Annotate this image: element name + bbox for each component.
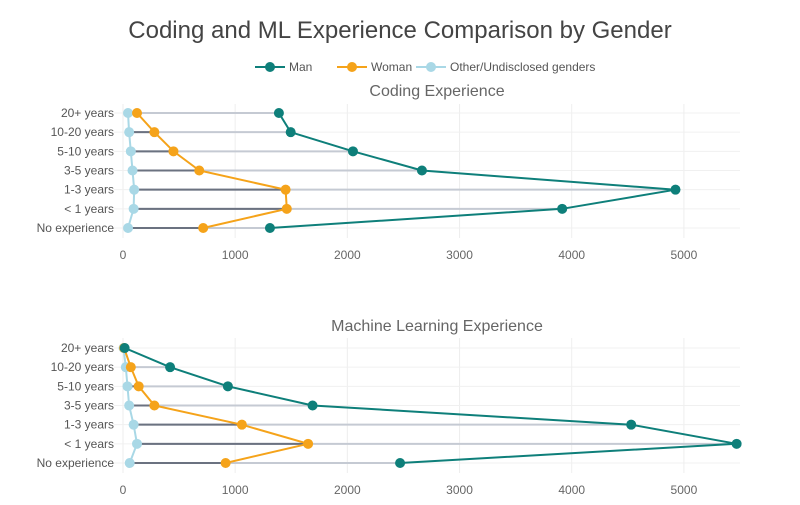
data-point[interactable] — [222, 381, 233, 392]
y-axis-categories: 20+ years 10-20 years 5-10 years 3-5 years 1… — [37, 106, 115, 235]
data-point[interactable] — [281, 203, 292, 214]
data-point[interactable] — [122, 381, 133, 392]
category-label: 5-10 years — [57, 144, 114, 158]
data-point[interactable] — [626, 419, 637, 430]
x-tick-label: 1000 — [222, 248, 249, 262]
data-point[interactable] — [124, 458, 135, 468]
data-point[interactable] — [119, 343, 130, 353]
x-tick-label: 2000 — [334, 483, 361, 497]
category-label: 1-3 years — [64, 418, 114, 432]
data-point[interactable] — [129, 184, 140, 195]
legend-marker — [265, 62, 275, 72]
category-label: < 1 years — [64, 437, 114, 451]
x-tick-label: 4000 — [558, 248, 585, 262]
data-point[interactable] — [194, 165, 205, 176]
x-tick-label: 3000 — [446, 248, 473, 262]
data-point[interactable] — [303, 438, 314, 449]
x-tick-label: 2000 — [334, 248, 361, 262]
category-label: 20+ years — [61, 106, 114, 120]
category-label: 1-3 years — [64, 183, 114, 197]
series-other-undisclosed-genders — [123, 108, 140, 233]
data-point[interactable] — [273, 108, 284, 118]
category-label: 20+ years — [61, 341, 114, 355]
data-point[interactable] — [123, 108, 134, 118]
chart-title: Coding and ML Experience Comparison by G… — [128, 17, 671, 44]
legend-marker — [347, 62, 357, 72]
data-point[interactable] — [280, 184, 291, 195]
x-axis-ticks: 0 1000 2000 3000 4000 5000 — [120, 248, 698, 262]
legend-item-man[interactable]: Man — [255, 60, 312, 74]
category-label: 3-5 years — [64, 164, 114, 178]
chart-panels: Coding Experience 0 1000 2000 3000 4000 5000 20… — [37, 83, 742, 497]
legend-label: Woman — [371, 60, 412, 74]
x-tick-label: 5000 — [671, 483, 698, 497]
legend-label: Other/Undisclosed genders — [450, 60, 595, 74]
data-point[interactable] — [557, 203, 568, 214]
data-point[interactable] — [165, 362, 176, 373]
data-point[interactable] — [127, 165, 138, 176]
legend-label: Man — [289, 60, 312, 74]
data-point[interactable] — [264, 223, 275, 233]
data-point[interactable] — [395, 458, 406, 468]
data-point[interactable] — [198, 223, 209, 233]
category-label: 3-5 years — [64, 399, 114, 413]
panel-coding-experience: Coding Experience 0 1000 2000 3000 4000 5000 20… — [37, 83, 740, 262]
category-label: No experience — [37, 221, 115, 235]
x-tick-label: 3000 — [446, 483, 473, 497]
data-point[interactable] — [307, 400, 318, 411]
x-axis-ticks: 0 1000 2000 3000 4000 5000 — [120, 483, 698, 497]
category-label: No experience — [37, 456, 115, 470]
data-point[interactable] — [128, 419, 139, 430]
category-label: 10-20 years — [51, 360, 114, 374]
data-point[interactable] — [123, 223, 134, 233]
data-point[interactable] — [149, 127, 160, 138]
data-point[interactable] — [416, 165, 427, 176]
data-point[interactable] — [236, 419, 247, 430]
legend-item-woman[interactable]: Woman — [337, 60, 412, 74]
x-tick-label: 0 — [120, 248, 127, 262]
connectors — [128, 112, 676, 229]
data-point[interactable] — [131, 108, 142, 118]
panel-machine-learning-experience: Machine Learning Experience 0 1000 2000 3000… — [37, 318, 742, 497]
data-point[interactable] — [670, 184, 681, 195]
data-point[interactable] — [124, 400, 135, 411]
data-point[interactable] — [347, 146, 358, 157]
category-label: 5-10 years — [57, 379, 114, 393]
data-point[interactable] — [128, 203, 139, 214]
series-man — [264, 108, 681, 233]
legend-item-other-undisclosed-genders[interactable]: Other/Undisclosed genders — [416, 60, 595, 74]
panel-title: Machine Learning Experience — [331, 318, 543, 335]
y-axis-categories: 20+ years 10-20 years 5-10 years 3-5 years 1… — [37, 341, 115, 470]
data-point[interactable] — [220, 458, 231, 468]
x-tick-label: 1000 — [222, 483, 249, 497]
data-point[interactable] — [131, 438, 142, 449]
data-point[interactable] — [125, 146, 136, 157]
data-point[interactable] — [124, 127, 135, 138]
connectors — [123, 347, 737, 464]
panel-title: Coding Experience — [369, 83, 504, 100]
x-tick-label: 5000 — [671, 248, 698, 262]
data-point[interactable] — [125, 362, 136, 373]
x-tick-label: 0 — [120, 483, 127, 497]
series-woman — [131, 108, 292, 233]
category-label: < 1 years — [64, 202, 114, 216]
data-point[interactable] — [731, 438, 742, 449]
legend-marker — [426, 62, 436, 72]
legend: Man Woman Other/Undisclosed genders — [255, 60, 595, 74]
data-point[interactable] — [149, 400, 160, 411]
series-man — [119, 343, 742, 468]
data-point[interactable] — [168, 146, 179, 157]
data-point[interactable] — [285, 127, 296, 138]
category-label: 10-20 years — [51, 125, 114, 139]
x-tick-label: 4000 — [558, 483, 585, 497]
data-point[interactable] — [133, 381, 144, 392]
